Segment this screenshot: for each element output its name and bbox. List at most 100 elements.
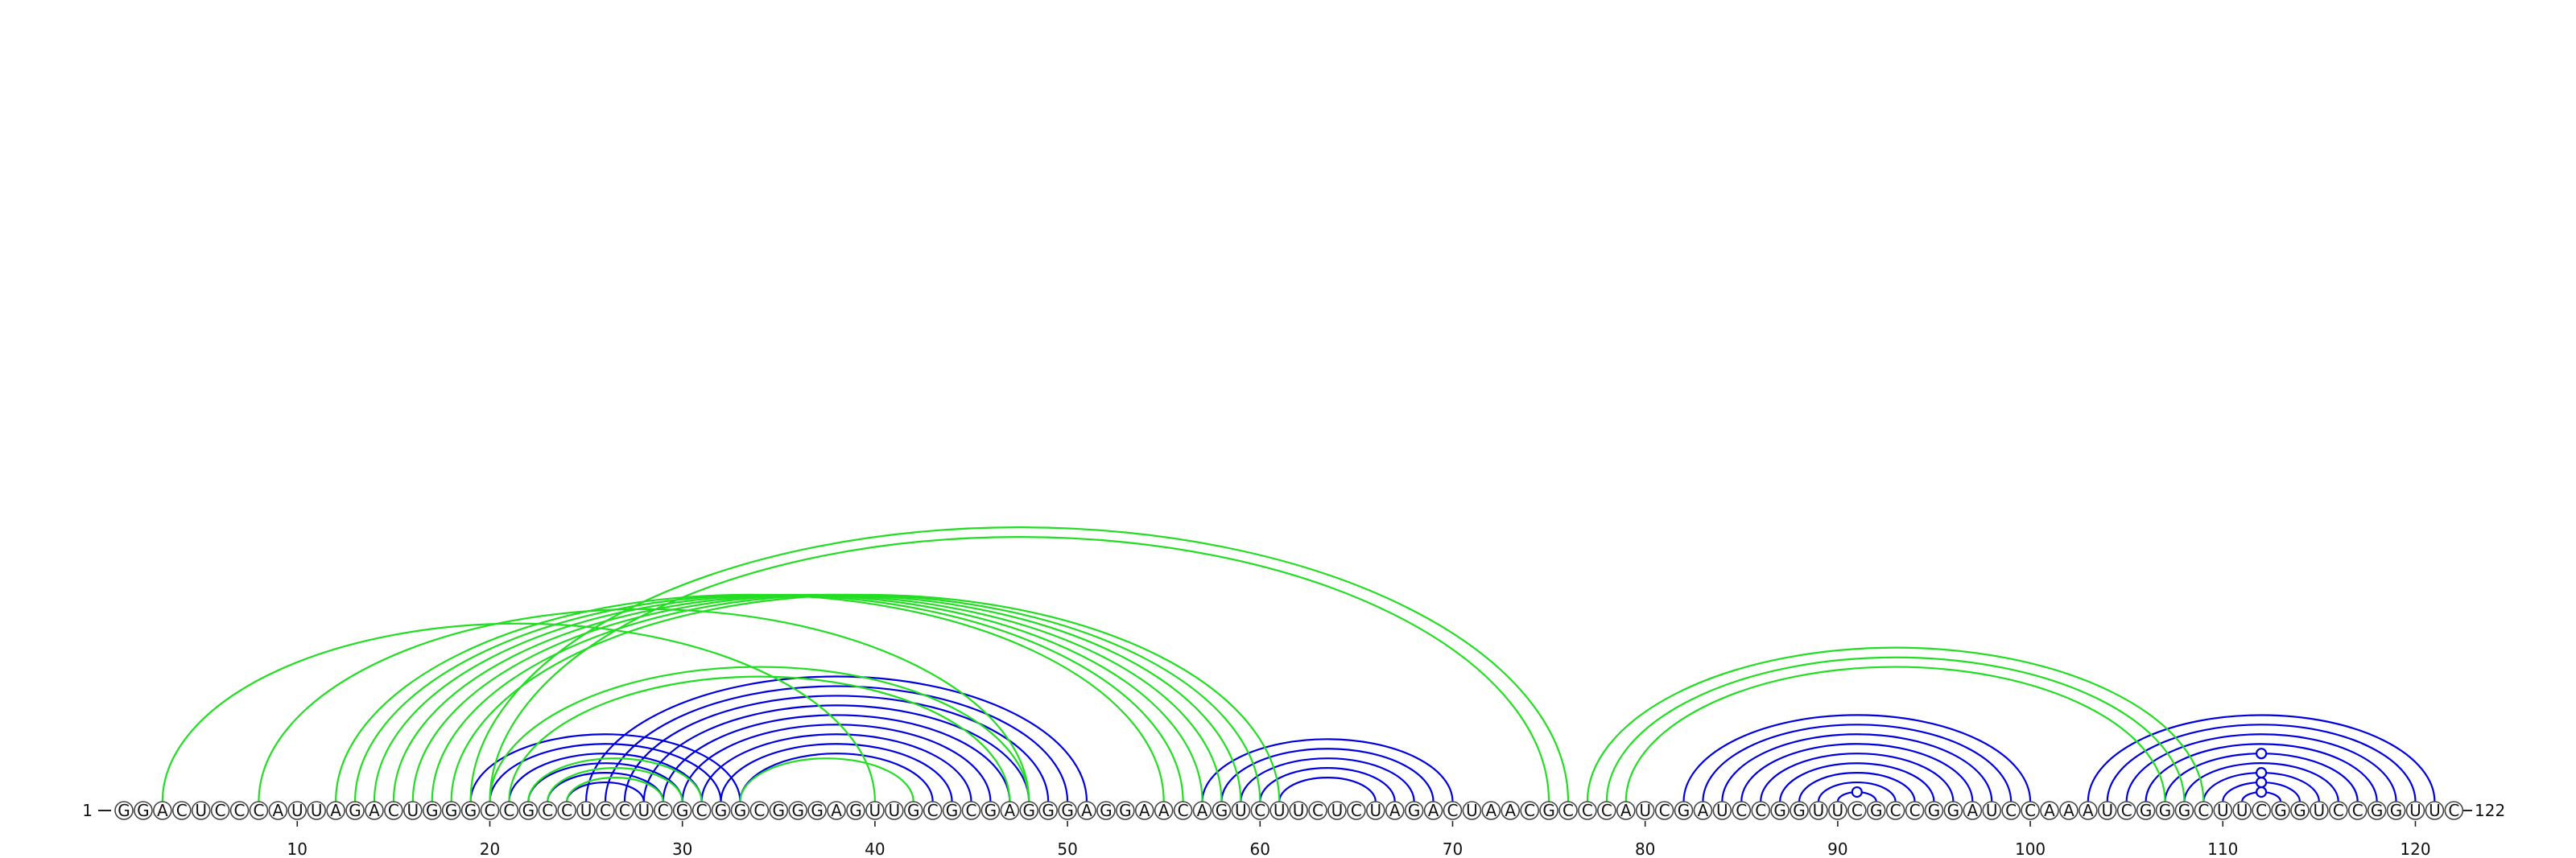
nucleotide-49: G <box>1038 801 1058 820</box>
tick-label-40: 40 <box>865 839 885 858</box>
nucleotide-4: C <box>171 801 192 820</box>
nucleotide-letter: A <box>157 801 168 820</box>
nucleotide-circle <box>1751 801 1770 820</box>
nucleotide-circle <box>191 801 211 820</box>
nucleotide-letter: G <box>2274 801 2287 820</box>
blue-arc-60-67 <box>1259 767 1396 802</box>
nucleotide-66: U <box>1366 801 1385 820</box>
nucleotide-circle <box>2136 801 2156 820</box>
nucleotide-30: G <box>672 801 692 820</box>
nucleotide-circle <box>769 801 789 820</box>
nucleotide-letter: G <box>773 801 786 820</box>
nucleotide-59: U <box>1231 801 1251 820</box>
blue-arc-26-50 <box>604 685 1069 802</box>
nucleotide-15: C <box>384 801 403 820</box>
nucleotide-circle <box>2232 801 2252 820</box>
nucleotide-89: U <box>1809 801 1828 820</box>
nucleotide-circle <box>1558 801 1578 820</box>
nucleotide-circle <box>2079 801 2098 820</box>
nucleotide-13: G <box>345 801 365 820</box>
nucleotide-120: U <box>2405 801 2425 820</box>
nucleotide-circle <box>345 801 365 820</box>
tick-label-20: 20 <box>480 839 500 858</box>
nucleotide-circle <box>1539 801 1558 820</box>
nucleotide-letter: A <box>1428 801 1439 820</box>
nucleotide-96: G <box>1943 801 1963 820</box>
nucleotide-letter: C <box>253 801 264 820</box>
nucleotide-circle <box>1616 801 1636 820</box>
nucleotide-87: G <box>1770 801 1790 820</box>
tick-label-70: 70 <box>1443 839 1463 858</box>
nucleotide-letter: G <box>676 801 689 820</box>
nucleotide-letter: U <box>291 801 303 820</box>
tick-label-10: 10 <box>287 839 308 858</box>
nucleotide-8: C <box>249 801 269 820</box>
nucleotide-17: G <box>422 801 442 820</box>
nucleotide-letter: U <box>1466 801 1478 820</box>
nucleotide-circle <box>538 801 558 820</box>
blue-arc-106-118 <box>2145 743 2378 802</box>
nucleotide-21: C <box>499 801 519 820</box>
nucleotide-letter: G <box>1100 801 1113 820</box>
apex-marker-90-92 <box>1851 786 1863 798</box>
nucleotide-circle <box>287 801 308 820</box>
nucleotide-letter: U <box>1235 801 1247 820</box>
blue-arc-108-116 <box>2183 762 2339 802</box>
nucleotide-62: U <box>1289 801 1308 820</box>
nucleotide-letter: U <box>2236 801 2248 820</box>
nucleotide-73: A <box>1501 801 1521 820</box>
nucleotide-2: G <box>134 801 153 820</box>
nucleotide-circle <box>2059 801 2079 820</box>
nucleotide-110: U <box>2213 801 2233 820</box>
nucleotide-112: C <box>2252 801 2271 820</box>
nucleotide-circle <box>2116 801 2136 820</box>
nucleotide-55: A <box>1154 801 1174 820</box>
nucleotide-43: C <box>923 801 943 820</box>
nucleotide-letter: G <box>349 801 361 820</box>
nucleotide-letter: G <box>445 801 458 820</box>
nucleotide-letter: U <box>580 801 592 820</box>
nucleotide-letter: G <box>464 801 477 820</box>
blue-arc-29-47 <box>662 714 1011 802</box>
nucleotide-57: A <box>1192 801 1212 820</box>
apex-marker-110-114 <box>2256 776 2268 789</box>
nucleotide-circle <box>1520 801 1539 820</box>
apex-marker-111-113 <box>2256 786 2268 798</box>
nucleotide-letter: A <box>1158 801 1170 820</box>
nucleotide-101: A <box>2040 801 2059 820</box>
nucleotide-circle <box>788 801 808 820</box>
nucleotide-letter: C <box>600 801 611 820</box>
nucleotide-circle <box>229 801 250 820</box>
nucleotide-52: G <box>1096 801 1116 820</box>
nucleotide-circle <box>460 801 481 820</box>
nucleotide-circle <box>268 801 288 820</box>
nucleotide-letter: U <box>407 801 419 820</box>
nucleotide-letter: G <box>1773 801 1786 820</box>
nucleotide-circle <box>691 801 712 820</box>
nucleotide-letter: C <box>1736 801 1747 820</box>
nucleotide-119: G <box>2386 801 2406 820</box>
nucleotide-letter: G <box>1678 801 1690 820</box>
nucleotide-letter: G <box>1793 801 1806 820</box>
nucleotide-107: G <box>2155 801 2175 820</box>
nucleotide-letter: C <box>1890 801 1901 820</box>
green-arc-16-59 <box>411 593 1242 802</box>
nucleotide-circle <box>2310 801 2329 820</box>
nucleotide-circle <box>1385 801 1405 820</box>
nucleotide-58: G <box>1212 801 1232 820</box>
nucleotide-circle <box>1924 801 1944 820</box>
nucleotide-circle <box>1250 801 1270 820</box>
nucleotide-letter: C <box>1563 801 1574 820</box>
nucleotide-letter: A <box>831 801 842 820</box>
nucleotide-letter: G <box>1542 801 1555 820</box>
nucleotide-letter: A <box>1081 801 1092 820</box>
nucleotide-circle <box>1943 801 1963 820</box>
blue-arc-104-120 <box>2106 724 2417 802</box>
nucleotide-letter: A <box>1485 801 1496 820</box>
nucleotide-letter: C <box>927 801 939 820</box>
nucleotide-circle <box>1058 801 1077 820</box>
nucleotide-circle <box>1038 801 1058 820</box>
nucleotide-letter: G <box>2390 801 2403 820</box>
nucleotide-circle <box>2097 801 2117 820</box>
nucleotide-circle <box>2001 801 2021 820</box>
